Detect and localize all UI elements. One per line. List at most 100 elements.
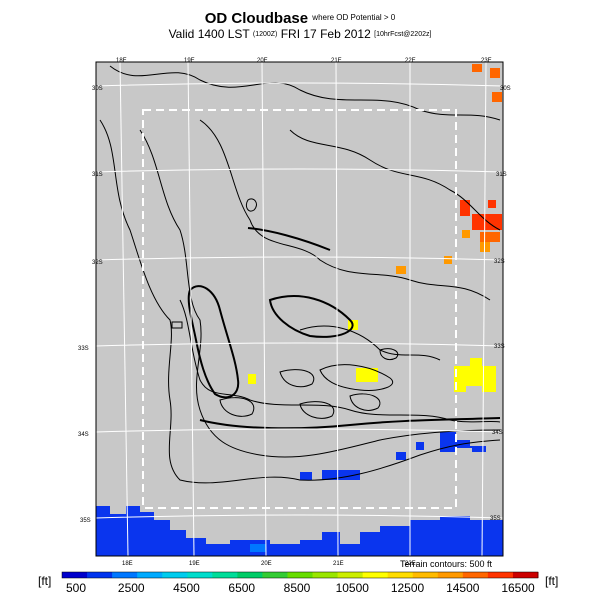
colorbar-swatch [212, 572, 238, 578]
terrain-contour [245, 198, 257, 212]
lat-label-right: 33S [494, 344, 505, 350]
cloudbase-cell [460, 200, 470, 216]
colorbar-swatch [62, 572, 88, 578]
colorbar-tick-label: 10500 [336, 581, 370, 595]
terrain-contour-major [187, 285, 240, 399]
colorbar-tick-label: 2500 [118, 581, 145, 595]
cloudbase-cell [472, 64, 482, 72]
cloudbase-cell [480, 232, 500, 242]
parallel-33s [95, 342, 504, 347]
colorbar-swatch [162, 572, 188, 578]
colorbar-swatch [337, 572, 364, 578]
cloudbase-low-cells [96, 432, 503, 556]
parallel-32s [95, 256, 504, 261]
cloudbase-cell [416, 442, 424, 450]
parallel-31s [95, 168, 504, 173]
cloudbase-cell [472, 214, 502, 230]
valid-date: FRI 17 Feb 2012 [280, 27, 371, 41]
terrain-contour [289, 129, 501, 231]
cloudbase-cell [248, 374, 256, 384]
terrain-contour [219, 397, 255, 417]
colorbar-swatch [137, 572, 163, 578]
terrain-contour [199, 119, 491, 301]
parallel-35s [95, 514, 504, 519]
colorbar-tick-label: 8500 [284, 581, 311, 595]
lon-label-top: 18E [116, 58, 127, 64]
colorbar-swatch [462, 572, 489, 578]
terrain-contour [319, 364, 393, 391]
cloudbase-cell [396, 266, 406, 274]
colorbar-swatch [437, 572, 464, 578]
cloudbase-cell [300, 472, 312, 480]
terrain-contour-coastal [109, 65, 501, 121]
terrain-contour-note: Terrain contours: 500 ft [400, 559, 493, 569]
colorbar-swatch [262, 572, 288, 578]
lon-label-top: 21E [331, 58, 342, 64]
cloudbase-cell [322, 470, 360, 480]
title-main: OD Cloudbase [204, 10, 309, 27]
cloudbase-region-southeast [440, 432, 486, 452]
cloudbase-cell [396, 452, 406, 460]
terrain-contour [379, 348, 399, 361]
terrain-contour [299, 401, 335, 419]
meridian-21e [335, 61, 339, 557]
colorbar-swatch [512, 572, 539, 578]
colorbar-swatch [237, 572, 263, 578]
colorbar-tick-label: 4500 [173, 581, 200, 595]
colorbar-swatch [287, 572, 314, 578]
colorbar [61, 571, 539, 579]
run-info: [10hrFcst@2202z] [374, 31, 432, 38]
terrain-contour-major [247, 227, 331, 251]
terrain-contour [171, 321, 183, 329]
parallel-30s [95, 82, 504, 87]
lat-label-left: 32S [92, 260, 103, 266]
lon-label-bottom: 21E [333, 561, 344, 567]
cloudbase-cell [462, 230, 470, 238]
terrain-contour-major [268, 295, 354, 338]
lon-label-bottom: 19E [189, 561, 200, 567]
lat-label-left: 35S [80, 518, 91, 524]
colorbar-swatch [187, 572, 213, 578]
lat-label-left: 30S [92, 86, 103, 92]
terrain-contour [349, 393, 381, 411]
lon-label-top: 19E [184, 58, 195, 64]
colorbar-swatch [112, 572, 138, 578]
lat-label-right: 31S [496, 172, 507, 178]
cloudbase-region-south-coast [96, 506, 503, 556]
cloudbase-cell [356, 368, 378, 382]
colorbar-tick-label: 500 [66, 581, 86, 595]
cloudbase-cell [444, 256, 452, 264]
graticule [95, 61, 504, 557]
cloudbase-cell [492, 92, 502, 102]
lat-label-left: 31S [92, 172, 103, 178]
lon-label-bottom: 18E [122, 561, 133, 567]
colorbar-swatch [387, 572, 414, 578]
colorbar-swatch [362, 572, 389, 578]
inner-domain-box [142, 109, 457, 509]
lon-label-top: 20E [257, 58, 268, 64]
terrain-contour-major [199, 417, 501, 430]
lat-label-right: 32S [494, 259, 505, 265]
lat-label-right: 34S [492, 430, 503, 436]
lon-label-top: 22E [405, 58, 416, 64]
lon-label-bottom: 22E [405, 561, 416, 567]
lon-label-top: 23E [481, 58, 492, 64]
terrain-contour [279, 369, 315, 388]
colorbar-swatch [87, 572, 113, 578]
meridian-19e [187, 61, 195, 557]
colorbar-swatch [312, 572, 339, 578]
lat-label-right: 30S [500, 86, 511, 92]
meridian-23e [481, 61, 487, 557]
meridian-18e [119, 61, 129, 557]
title-qualifier: where OD Potential > 0 [312, 13, 396, 22]
lat-label-left: 34S [78, 432, 89, 438]
valid-prefix: Valid 1400 LST [168, 27, 250, 41]
colorbar-tick-label: 16500 [501, 581, 535, 595]
lat-label-right: 35S [490, 516, 501, 522]
terrain-contours-bold [187, 227, 501, 430]
colorbar-unit-left: [ft] [38, 574, 51, 588]
map-frame [95, 61, 504, 557]
colorbar-unit-right: [ft] [545, 574, 558, 588]
colorbar-tick-label: 14500 [446, 581, 480, 595]
